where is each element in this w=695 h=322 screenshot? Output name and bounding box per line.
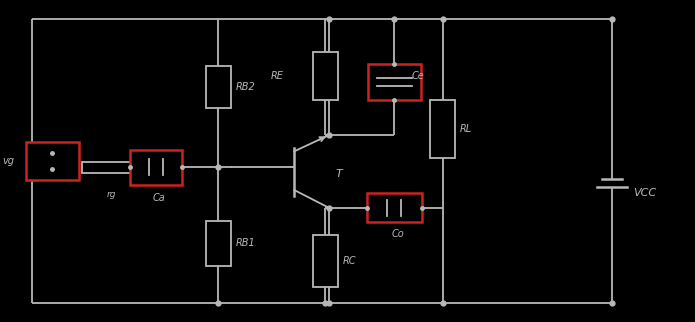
Text: rg: rg (106, 190, 116, 199)
Text: T: T (336, 169, 343, 179)
Bar (367, 193, 422, 222)
Bar (313, 235, 338, 287)
Bar (206, 66, 231, 108)
Text: Ca: Ca (153, 193, 166, 203)
Text: RC: RC (343, 256, 356, 266)
Text: Co: Co (391, 229, 404, 239)
Bar (206, 221, 231, 266)
Text: VCC: VCC (633, 188, 656, 198)
Text: RB1: RB1 (236, 238, 255, 248)
Bar (368, 64, 420, 100)
Bar (26, 142, 79, 180)
Text: vg: vg (2, 156, 15, 166)
Text: Ce: Ce (411, 71, 425, 81)
Text: RE: RE (271, 71, 284, 81)
Text: RL: RL (460, 124, 472, 134)
Bar (82, 162, 140, 173)
Text: RB2: RB2 (236, 82, 255, 92)
Bar (130, 150, 182, 185)
Bar (313, 52, 338, 100)
Bar (430, 100, 455, 158)
